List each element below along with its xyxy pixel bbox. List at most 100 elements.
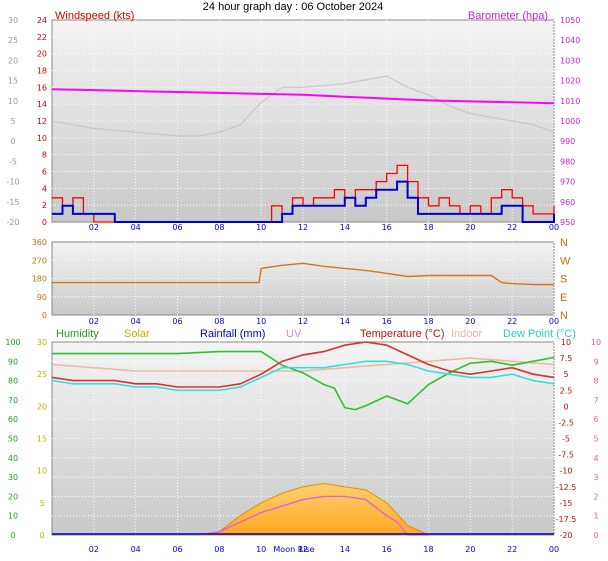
x-tick-label: 00 bbox=[549, 223, 559, 232]
background-trend-line bbox=[51, 75, 555, 137]
x-tick-label: 06 bbox=[172, 223, 182, 232]
humidity-tick: 50 bbox=[8, 435, 18, 444]
x-tick-label: 04 bbox=[131, 223, 141, 232]
dew-point-line bbox=[51, 360, 555, 392]
barometer-tick: 1000 bbox=[560, 117, 580, 126]
barometer-line bbox=[51, 88, 555, 105]
rainfall-legend: Rainfall (mm) bbox=[200, 328, 265, 340]
direction-degree-tick: 180 bbox=[32, 275, 47, 284]
solar-tick: 0 bbox=[39, 531, 44, 540]
compass-tick: S bbox=[560, 274, 567, 286]
compass-tick: N bbox=[560, 310, 568, 322]
humidity-tick: 40 bbox=[8, 454, 18, 463]
indoor-legend: Indoor bbox=[451, 328, 483, 340]
temperature-tick: 7.5 bbox=[560, 354, 573, 363]
humidity-tick: 10 bbox=[8, 512, 18, 521]
outer-right-tick: 5 bbox=[593, 435, 598, 444]
outer-left-tick: -5 bbox=[9, 157, 17, 166]
windspeed-tick: 18 bbox=[37, 67, 47, 76]
wind-average-line bbox=[52, 180, 555, 223]
dew-point-legend: Dew Point (°C) bbox=[503, 328, 576, 340]
x-tick-label: 22 bbox=[507, 317, 517, 326]
outer-left-tick: 30 bbox=[8, 16, 18, 25]
solar-tick: 20 bbox=[37, 402, 47, 411]
windspeed-tick: 4 bbox=[42, 184, 47, 193]
humidity-tick: 30 bbox=[8, 473, 18, 482]
x-tick-label: 14 bbox=[340, 317, 350, 326]
x-tick-label: 04 bbox=[131, 317, 141, 326]
outer-right-tick: 0 bbox=[593, 531, 598, 540]
compass-tick: N bbox=[560, 237, 568, 249]
barometer-tick: 960 bbox=[560, 198, 575, 207]
windspeed-tick: 14 bbox=[37, 100, 47, 109]
uv-line bbox=[198, 495, 429, 536]
x-tick-label: 12 bbox=[298, 545, 308, 554]
outer-right-tick: 2 bbox=[593, 492, 598, 501]
temperature-tick: -20 bbox=[559, 531, 572, 540]
direction-degree-tick: 270 bbox=[32, 256, 47, 265]
temperature-tick: -7.5 bbox=[558, 451, 574, 460]
barometer-tick: 1050 bbox=[560, 16, 580, 25]
solar-tick: 10 bbox=[37, 467, 47, 476]
temperature-tick: 0 bbox=[563, 402, 568, 411]
direction-degree-tick: 0 bbox=[42, 311, 47, 320]
x-tick-label: 12 bbox=[298, 317, 308, 326]
outer-right-tick: 1 bbox=[593, 512, 598, 521]
outer-left-tick: 10 bbox=[8, 97, 18, 106]
barometer-tick: 970 bbox=[560, 178, 575, 187]
outer-right-tick: 6 bbox=[593, 415, 598, 424]
humidity-tick: 70 bbox=[8, 396, 18, 405]
x-tick-label: 14 bbox=[340, 545, 350, 554]
outer-left-tick: 5 bbox=[10, 117, 15, 126]
windspeed-tick: 22 bbox=[37, 33, 47, 42]
x-tick-label: 04 bbox=[131, 545, 141, 554]
humidity-tick: 0 bbox=[10, 531, 15, 540]
temperature-tick: -2.5 bbox=[558, 418, 574, 427]
uv-legend: UV bbox=[286, 328, 302, 340]
windspeed-axis-label: Windspeed (kts) bbox=[55, 10, 134, 22]
barometer-tick: 980 bbox=[560, 157, 575, 166]
x-tick-label: 02 bbox=[89, 317, 99, 326]
x-tick-label: 06 bbox=[172, 545, 182, 554]
windspeed-tick: 6 bbox=[42, 168, 47, 177]
humidity-tick: 60 bbox=[8, 415, 18, 424]
outer-left-tick: -15 bbox=[6, 198, 19, 207]
x-tick-label: 18 bbox=[423, 223, 433, 232]
x-tick-label: 00 bbox=[549, 545, 559, 554]
x-tick-label: 02 bbox=[89, 223, 99, 232]
temperature-tick: -10 bbox=[559, 467, 572, 476]
chart-title: 24 hour graph day : 06 October 2024 bbox=[203, 1, 383, 13]
outer-right-tick: 4 bbox=[593, 454, 598, 463]
solar-legend: Solar bbox=[124, 328, 150, 340]
barometer-tick: 1030 bbox=[560, 56, 580, 65]
windspeed-tick: 12 bbox=[37, 117, 47, 126]
x-tick-label: 20 bbox=[465, 545, 475, 554]
solar-tick: 25 bbox=[37, 370, 47, 379]
outer-right-tick: 3 bbox=[593, 473, 598, 482]
x-tick-label: 06 bbox=[172, 317, 182, 326]
humidity-line bbox=[52, 350, 555, 411]
outer-right-tick: 9 bbox=[593, 357, 598, 366]
temperature-tick: 5 bbox=[563, 370, 568, 379]
x-tick-label: 16 bbox=[382, 317, 392, 326]
barometer-axis-label: Barometer (hpa) bbox=[468, 10, 548, 22]
x-tick-label: 20 bbox=[465, 317, 475, 326]
windspeed-tick: 2 bbox=[42, 201, 47, 210]
x-tick-label: 02 bbox=[89, 545, 99, 554]
barometer-tick: 1010 bbox=[560, 97, 580, 106]
indoor-line bbox=[51, 357, 555, 372]
humidity-tick: 80 bbox=[8, 377, 18, 386]
solar-tick: 15 bbox=[37, 435, 47, 444]
windspeed-tick: 0 bbox=[42, 218, 47, 227]
x-tick-label: 12 bbox=[298, 223, 308, 232]
x-tick-label: 22 bbox=[507, 223, 517, 232]
temperature-tick: 2.5 bbox=[560, 386, 573, 395]
temperature-tick: -17.5 bbox=[556, 515, 577, 524]
outer-left-tick: -10 bbox=[6, 178, 19, 187]
compass-tick: W bbox=[560, 255, 571, 267]
windspeed-tick: 8 bbox=[42, 151, 47, 160]
x-tick-label: 18 bbox=[423, 317, 433, 326]
windspeed-tick: 20 bbox=[37, 50, 47, 59]
wind-direction-line bbox=[52, 262, 554, 286]
